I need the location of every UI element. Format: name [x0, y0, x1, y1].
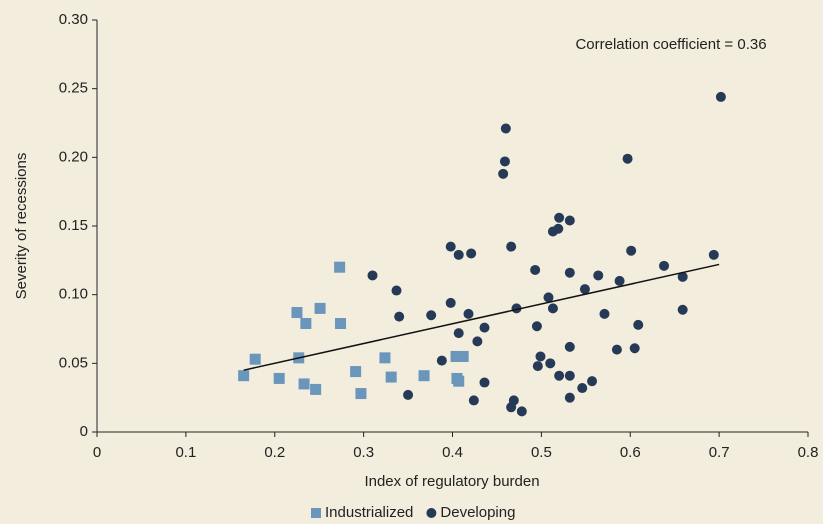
point: [350, 366, 362, 378]
x-tick-label: 0.7: [709, 444, 730, 461]
point: [273, 372, 285, 384]
point: [611, 344, 622, 355]
point: [554, 212, 565, 223]
point: [391, 285, 402, 296]
point: [564, 215, 575, 226]
x-axis-label: Index of regulatory burden: [364, 473, 539, 490]
point: [599, 308, 610, 319]
point: [535, 351, 546, 362]
point: [564, 392, 575, 403]
point: [516, 406, 527, 417]
point: [530, 264, 541, 275]
point: [403, 389, 414, 400]
point: [418, 370, 430, 382]
point: [587, 376, 598, 387]
x-tick-label: 0.3: [353, 444, 374, 461]
point: [564, 370, 575, 381]
point: [614, 275, 625, 286]
point: [466, 248, 477, 259]
point: [468, 395, 479, 406]
point: [310, 383, 322, 395]
legend-marker: [426, 508, 437, 518]
point: [506, 241, 517, 252]
y-tick-label: 0: [80, 423, 88, 440]
legend-label: Industrialized: [325, 504, 413, 521]
x-tick-label: 0.2: [264, 444, 285, 461]
point: [238, 370, 250, 382]
y-axis-label: Severity of recessions: [13, 153, 30, 300]
point: [379, 352, 391, 364]
point: [445, 297, 456, 308]
point: [450, 350, 462, 362]
point: [453, 375, 465, 387]
point: [394, 311, 405, 322]
point: [335, 318, 347, 330]
point: [298, 378, 310, 390]
point: [622, 153, 633, 164]
trend-line: [243, 263, 720, 371]
point: [479, 322, 490, 333]
point: [554, 370, 565, 381]
point: [500, 123, 511, 134]
point: [579, 284, 590, 295]
point: [249, 353, 261, 365]
point: [300, 318, 312, 330]
point: [677, 271, 688, 282]
point: [532, 361, 543, 372]
point: [543, 292, 554, 303]
point: [564, 341, 575, 352]
legend-marker: [311, 508, 321, 518]
point: [498, 168, 509, 179]
y-tick-label: 0.20: [59, 148, 88, 165]
point: [426, 310, 437, 321]
y-tick-label: 0.10: [59, 286, 88, 303]
point: [499, 156, 510, 167]
point: [445, 241, 456, 252]
x-tick-label: 0.6: [620, 444, 641, 461]
point: [291, 307, 303, 319]
y-tick-label: 0.05: [59, 354, 88, 371]
point: [626, 245, 637, 256]
point: [715, 91, 726, 102]
annotation: Correlation coefficient = 0.36: [575, 36, 766, 53]
x-tick-label: 0.8: [798, 444, 819, 461]
x-tick-label: 0: [93, 444, 101, 461]
point: [367, 270, 378, 281]
x-tick-label: 0.5: [531, 444, 552, 461]
point: [508, 395, 519, 406]
point: [629, 343, 640, 354]
point: [531, 321, 542, 332]
point: [547, 303, 558, 314]
point: [593, 270, 604, 281]
point: [577, 383, 588, 394]
point: [355, 388, 367, 400]
point: [453, 249, 464, 260]
point: [708, 249, 719, 260]
point: [479, 377, 490, 388]
point: [659, 260, 670, 271]
point: [314, 302, 326, 314]
point: [453, 328, 464, 339]
x-tick-label: 0.4: [442, 444, 463, 461]
point: [436, 355, 447, 366]
point: [633, 319, 644, 330]
point: [553, 223, 564, 234]
point: [511, 303, 522, 314]
point: [457, 350, 469, 362]
y-tick-label: 0.25: [59, 80, 88, 97]
point: [334, 261, 346, 273]
point: [385, 371, 397, 383]
point: [472, 336, 483, 347]
point: [677, 304, 688, 315]
x-tick-label: 0.1: [175, 444, 196, 461]
point: [564, 267, 575, 278]
y-tick-label: 0.30: [59, 11, 88, 28]
point: [545, 358, 556, 369]
y-tick-label: 0.15: [59, 217, 88, 234]
point: [463, 308, 474, 319]
legend-label: Developing: [440, 504, 515, 521]
